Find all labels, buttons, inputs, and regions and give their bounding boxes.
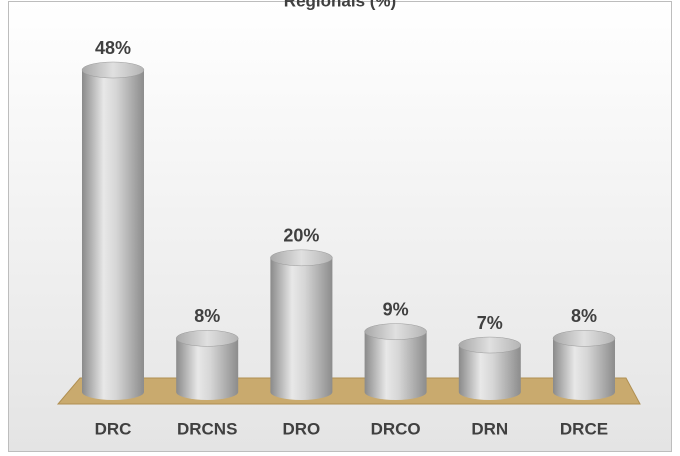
cylinder-top bbox=[552, 330, 616, 347]
cylinder-body bbox=[364, 331, 427, 400]
cylinder-body bbox=[553, 338, 615, 400]
chart-title: Regionais (%) bbox=[284, 0, 396, 10]
cylinder-body bbox=[82, 70, 144, 400]
data-label: 48% bbox=[95, 38, 131, 58]
data-label: 20% bbox=[283, 226, 319, 246]
x-tick-label: DRCO bbox=[371, 419, 421, 438]
data-label: 8% bbox=[571, 306, 597, 326]
cylinder-body bbox=[176, 338, 239, 400]
cylinder-top bbox=[270, 249, 333, 267]
cylinder-top bbox=[81, 61, 145, 79]
cylinder-top bbox=[175, 330, 239, 347]
x-tick-label: DRCE bbox=[560, 419, 608, 438]
data-label: 8% bbox=[194, 306, 220, 326]
data-label: 7% bbox=[477, 313, 503, 333]
x-tick-label: DRCNS bbox=[177, 419, 237, 438]
cylinder-top bbox=[458, 336, 522, 354]
x-tick-label: DRC bbox=[95, 419, 132, 438]
data-label: 9% bbox=[383, 299, 409, 319]
floor bbox=[56, 377, 641, 405]
cylinder-body bbox=[458, 345, 521, 400]
cylinder-body bbox=[270, 257, 333, 400]
x-tick-label: DRO bbox=[283, 419, 321, 438]
x-tick-label: DRN bbox=[471, 419, 508, 438]
cylinder-top bbox=[364, 323, 427, 340]
